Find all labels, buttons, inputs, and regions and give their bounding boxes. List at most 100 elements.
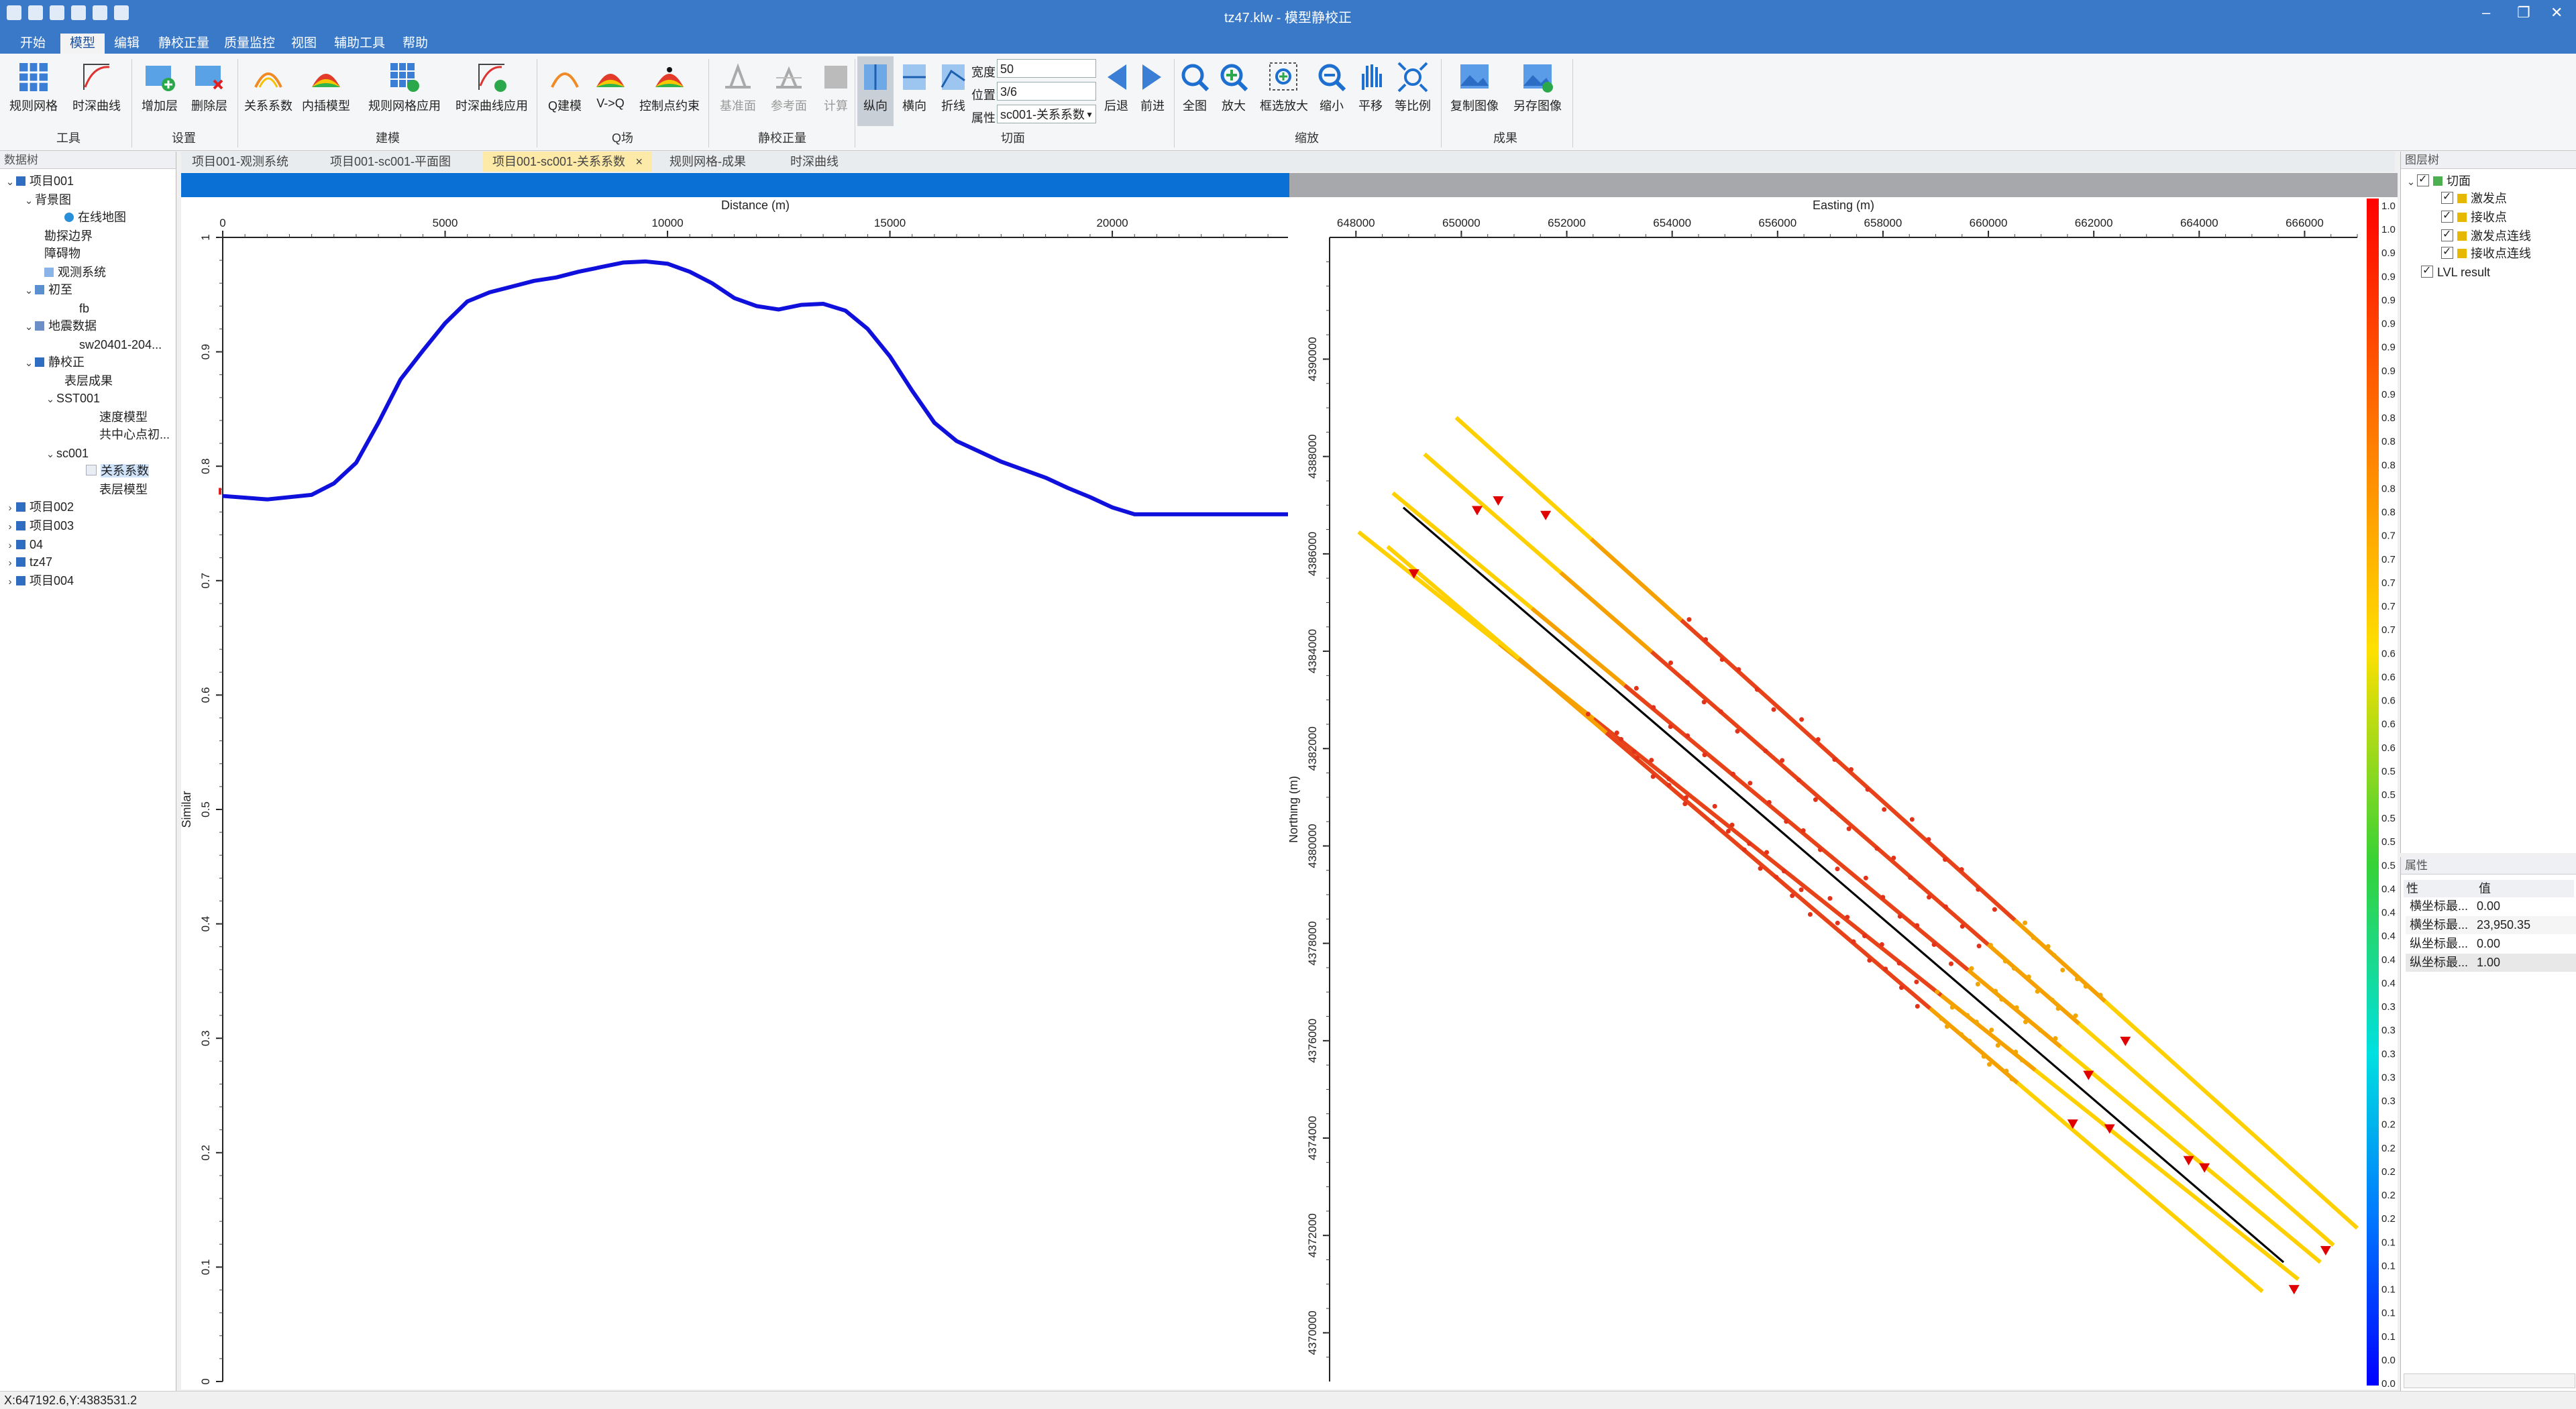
- chevron-right-icon[interactable]: ›: [8, 502, 12, 514]
- width-input[interactable]: 50: [997, 59, 1096, 78]
- menu-help[interactable]: 帮助: [402, 36, 429, 50]
- tree-node[interactable]: 障碍物: [44, 247, 80, 260]
- similarity-chart[interactable]: Distance (m) Similar 0 5000 10000 15000 20000 0…: [181, 197, 1289, 1390]
- open-icon[interactable]: [50, 5, 64, 20]
- menu-tools[interactable]: 辅助工具: [334, 36, 386, 50]
- box-zoom-button[interactable]: 框选放大: [1256, 56, 1312, 114]
- menu-qc[interactable]: 质量监控: [224, 36, 276, 50]
- chevron-down-icon[interactable]: ⌄: [5, 176, 15, 188]
- tree-node[interactable]: sw20401-204...: [79, 338, 162, 351]
- attribute-select[interactable]: sc001-关系系数 ▼: [997, 105, 1096, 123]
- fit-all-button[interactable]: 全图: [1175, 56, 1214, 114]
- redo-icon[interactable]: [114, 5, 129, 20]
- zoom-in-button[interactable]: 放大: [1214, 56, 1253, 114]
- chevron-down-icon[interactable]: ⌄: [24, 357, 34, 369]
- checkbox[interactable]: [2421, 263, 2433, 279]
- tree-node[interactable]: ⌄ SST001: [44, 390, 100, 408]
- tree-node[interactable]: › 04: [4, 537, 44, 554]
- tree-node[interactable]: ⌄ 项目001: [4, 173, 74, 190]
- tree-node[interactable]: 在线地图: [64, 209, 126, 225]
- chevron-down-icon[interactable]: ⌄: [24, 195, 34, 207]
- tree-node[interactable]: 勘探边界: [44, 229, 93, 243]
- td-curve-button[interactable]: 时深曲线: [72, 56, 121, 114]
- v-to-q-button[interactable]: V->Q: [586, 56, 635, 111]
- polyline-slice-button[interactable]: 折线: [935, 56, 971, 114]
- chevron-down-icon[interactable]: ⌄: [24, 321, 34, 333]
- chevron-down-icon[interactable]: ⌄: [24, 285, 34, 296]
- chevron-down-icon[interactable]: ⌄: [46, 449, 55, 460]
- table-row[interactable]: 横坐标最... 0.00: [2410, 899, 2501, 913]
- tab-plan[interactable]: 项目001-sc001-平面图: [330, 155, 451, 168]
- tree-node[interactable]: 速度模型: [99, 410, 148, 424]
- tree-node[interactable]: ⌄ 地震数据: [23, 318, 97, 335]
- checkbox[interactable]: [2441, 227, 2453, 243]
- tree-node[interactable]: ⌄ sc001: [44, 445, 89, 463]
- table-row[interactable]: 纵坐标最... 0.00: [2410, 937, 2501, 950]
- layer-item-slice[interactable]: ⌄切面: [2405, 172, 2471, 190]
- layer-item-shot-line[interactable]: 激发点连线: [2441, 227, 2531, 244]
- tab-td-curve[interactable]: 时深曲线: [790, 155, 839, 168]
- horizontal-scrollbar[interactable]: [2404, 1373, 2575, 1388]
- tree-node[interactable]: ⌄ 初至: [23, 282, 72, 299]
- grid-apply-button[interactable]: 规则网格应用: [368, 56, 441, 114]
- chevron-right-icon[interactable]: ›: [8, 576, 12, 587]
- menu-view[interactable]: 视图: [291, 36, 317, 50]
- vertical-slice-button[interactable]: 纵向: [857, 56, 894, 126]
- close-icon[interactable]: ✕: [2551, 4, 2563, 21]
- add-layer-button[interactable]: 增加层: [136, 56, 184, 114]
- td-apply-button[interactable]: 时深曲线应用: [455, 56, 529, 114]
- tree-node[interactable]: › 项目002: [4, 499, 74, 516]
- close-icon[interactable]: ×: [635, 155, 643, 168]
- map-chart[interactable]: Easting (m) Northing (m) 648000 650000 65200…: [1289, 197, 2398, 1390]
- menu-edit[interactable]: 编辑: [114, 36, 140, 50]
- chevron-right-icon[interactable]: ›: [8, 521, 12, 532]
- tree-node[interactable]: ⌄ 静校正: [23, 354, 85, 372]
- table-row[interactable]: 横坐标最... 23,950.35: [2406, 916, 2576, 934]
- save-icon[interactable]: [71, 5, 86, 20]
- pan-button[interactable]: 平移: [1351, 56, 1390, 114]
- tree-node-selected[interactable]: 关系系数: [86, 463, 149, 479]
- control-constraint-button[interactable]: 控制点约束: [637, 56, 702, 114]
- chevron-right-icon[interactable]: ›: [8, 557, 12, 569]
- tree-node[interactable]: fb: [79, 302, 90, 315]
- relation-coef-button[interactable]: 关系系数: [244, 56, 292, 114]
- tree-node[interactable]: › 项目004: [4, 573, 74, 590]
- restore-icon[interactable]: ❐: [2517, 4, 2530, 21]
- tree-node[interactable]: › 项目003: [4, 518, 74, 535]
- position-input[interactable]: 3/6: [997, 82, 1096, 101]
- checkbox[interactable]: [2417, 172, 2429, 188]
- tree-node[interactable]: 共中心点初...: [99, 428, 170, 441]
- menu-model[interactable]: 模型: [60, 34, 105, 54]
- tree-node[interactable]: 表层成果: [64, 374, 113, 388]
- tree-node[interactable]: 表层模型: [99, 483, 148, 496]
- minimize-icon[interactable]: –: [2482, 4, 2491, 21]
- layer-item-shot[interactable]: 激发点: [2441, 189, 2507, 207]
- checkbox[interactable]: [2441, 244, 2453, 260]
- tree-node[interactable]: ⌄ 背景图: [23, 192, 71, 209]
- compute-button[interactable]: 计算: [812, 56, 860, 114]
- chevron-down-icon[interactable]: ⌄: [46, 394, 55, 405]
- table-row[interactable]: 纵坐标最... 1.00: [2406, 954, 2576, 972]
- forward-button[interactable]: 前进: [1134, 56, 1171, 114]
- back-button[interactable]: 后退: [1097, 56, 1135, 114]
- layer-item-lvl[interactable]: LVL result: [2421, 263, 2490, 280]
- tab-grid-result[interactable]: 规则网格-成果: [669, 155, 746, 168]
- equal-ratio-button[interactable]: 等比例: [1391, 56, 1434, 114]
- layer-item-receiver[interactable]: 接收点: [2441, 208, 2507, 225]
- horizontal-slice-button[interactable]: 横向: [896, 56, 932, 114]
- datum-button[interactable]: 基准面: [714, 56, 762, 114]
- checkbox[interactable]: [2441, 189, 2453, 205]
- tab-relation[interactable]: 项目001-sc001-关系系数 ×: [483, 152, 653, 172]
- ref-surface-button[interactable]: 参考面: [765, 56, 813, 114]
- save-image-button[interactable]: 另存图像: [1508, 56, 1567, 114]
- menu-static[interactable]: 静校正量: [158, 36, 210, 50]
- tree-node[interactable]: › tz47: [4, 554, 53, 571]
- chevron-down-icon[interactable]: ⌄: [2406, 176, 2416, 188]
- undo-icon[interactable]: [93, 5, 107, 20]
- tab-survey[interactable]: 项目001-观测系统: [192, 155, 289, 168]
- q-build-button[interactable]: Q建模: [541, 56, 589, 114]
- tree-node[interactable]: 观测系统: [44, 264, 106, 280]
- new-icon[interactable]: [28, 5, 43, 20]
- delete-layer-button[interactable]: 删除层: [185, 56, 233, 114]
- menu-start[interactable]: 开始: [20, 36, 46, 50]
